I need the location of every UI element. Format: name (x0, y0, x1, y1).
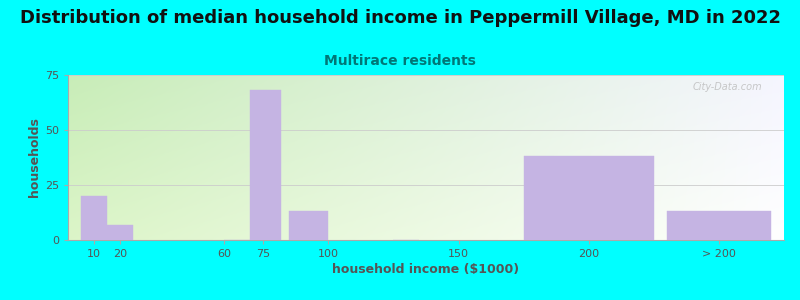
Text: City-Data.com: City-Data.com (693, 82, 762, 92)
Bar (290, 212, 328, 240)
Bar (250, 90, 282, 240)
Bar (667, 212, 771, 240)
X-axis label: household income ($1000): household income ($1000) (333, 263, 519, 276)
Bar (81, 196, 107, 240)
Text: Distribution of median household income in Peppermill Village, MD in 2022: Distribution of median household income … (19, 9, 781, 27)
Y-axis label: households: households (28, 118, 41, 197)
Bar (107, 225, 133, 240)
Text: Multirace residents: Multirace residents (324, 54, 476, 68)
Bar (524, 156, 654, 240)
